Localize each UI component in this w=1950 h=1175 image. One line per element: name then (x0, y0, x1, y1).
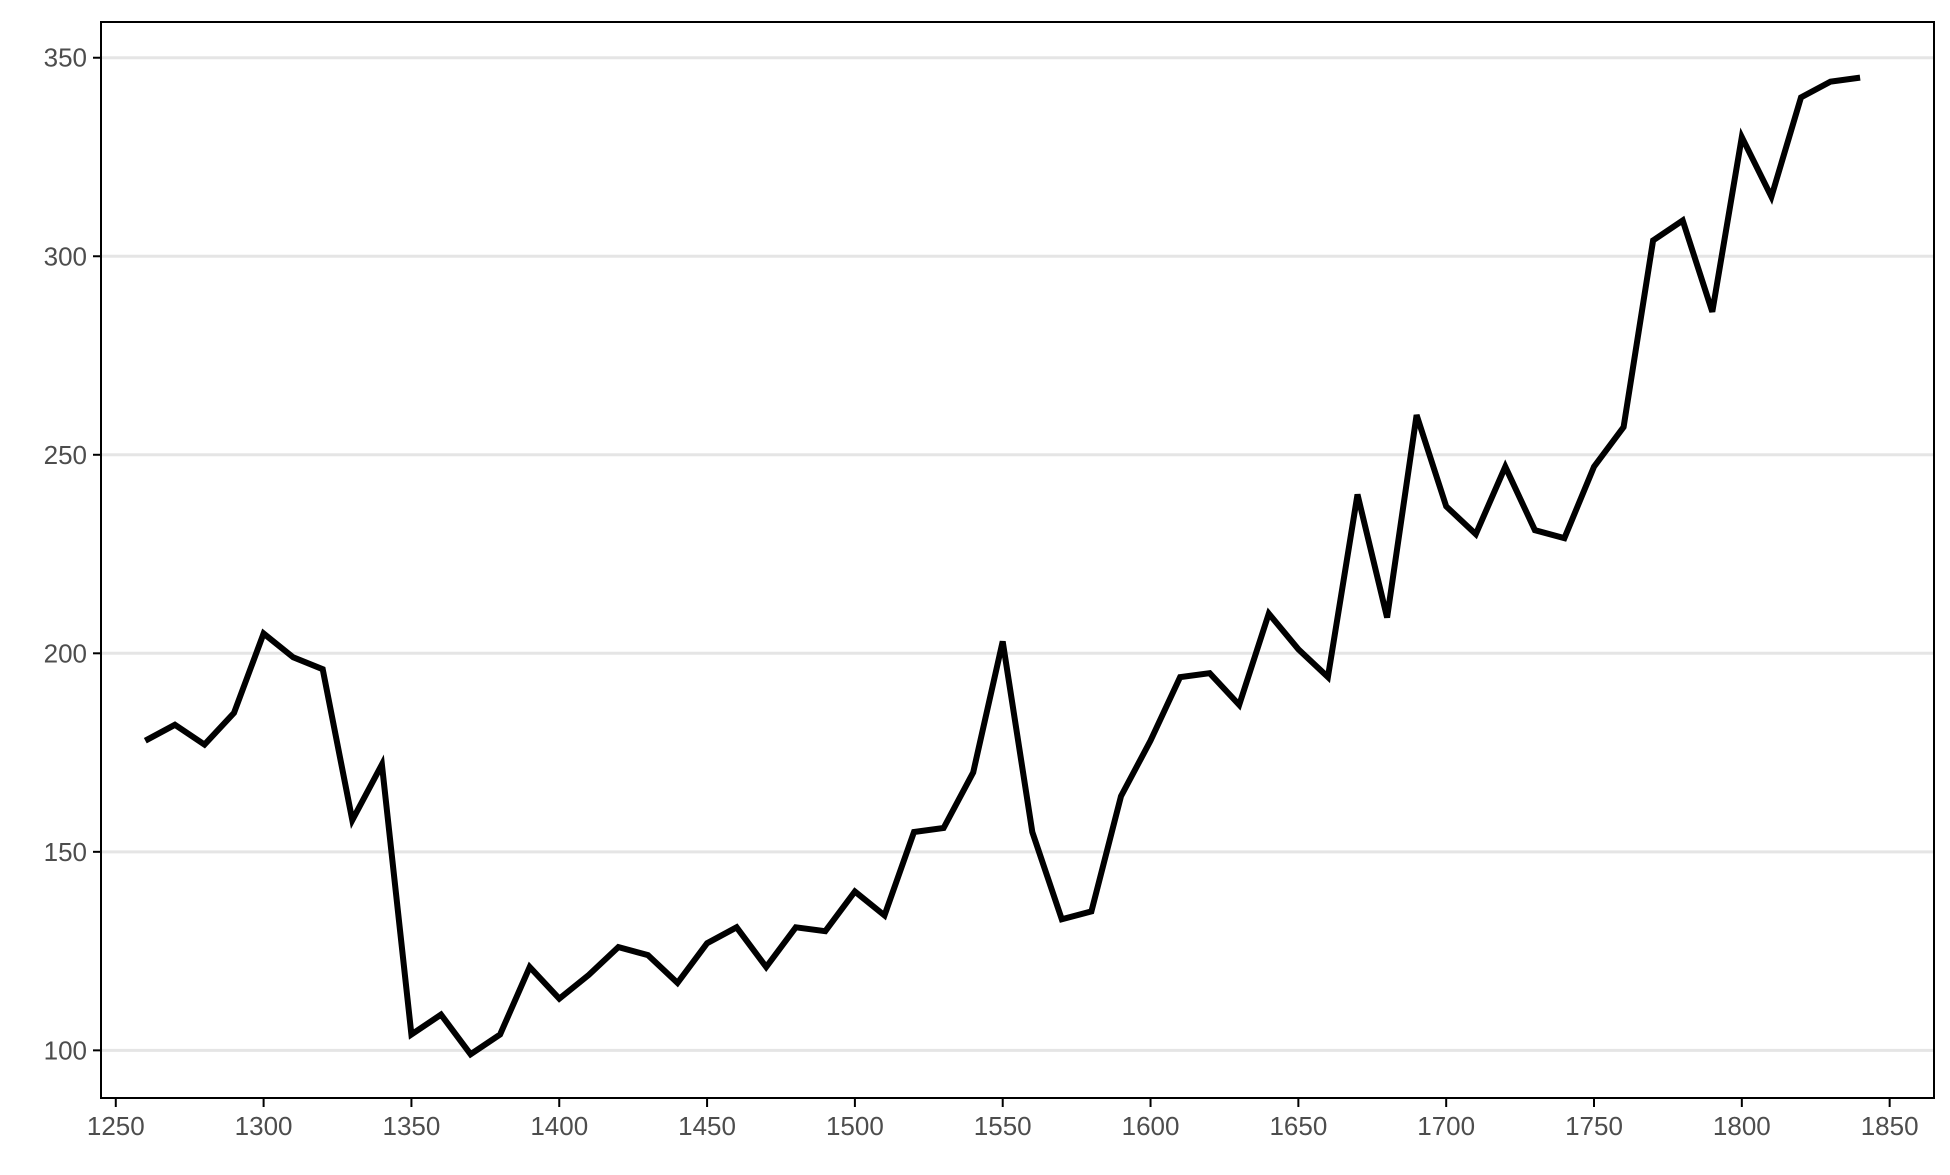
series-line (143, 74, 1861, 1059)
x-axis: 1250 1300 1350 1400 1450 1500 1550 1600 1650 1700… (87, 1098, 1919, 1141)
x-tick-label: 1500 (826, 1111, 884, 1141)
x-tick-label: 1800 (1713, 1111, 1771, 1141)
y-axis: 100 150 200 250 300 350 (44, 43, 101, 1065)
y-tick-label: 300 (44, 241, 87, 271)
x-tick-label: 1300 (235, 1111, 293, 1141)
x-tick-label: 1600 (1122, 1111, 1180, 1141)
x-tick-label: 1700 (1417, 1111, 1475, 1141)
y-tick-label: 200 (44, 638, 87, 668)
x-tick-label: 1750 (1565, 1111, 1623, 1141)
x-tick-label: 1250 (87, 1111, 145, 1141)
y-tick-label: 100 (44, 1035, 87, 1065)
x-tick-label: 1650 (1269, 1111, 1327, 1141)
gridlines (101, 56, 1934, 1052)
x-tick-label: 1450 (678, 1111, 736, 1141)
x-tick-label: 1400 (530, 1111, 588, 1141)
y-tick-label: 150 (44, 837, 87, 867)
x-tick-label: 1550 (974, 1111, 1032, 1141)
y-tick-label: 250 (44, 440, 87, 470)
x-tick-label: 1850 (1861, 1111, 1919, 1141)
plot-panel-border (100, 21, 1935, 1099)
x-tick-label: 1350 (383, 1111, 441, 1141)
y-tick-label: 350 (44, 43, 87, 73)
series-layer (143, 74, 1861, 1059)
